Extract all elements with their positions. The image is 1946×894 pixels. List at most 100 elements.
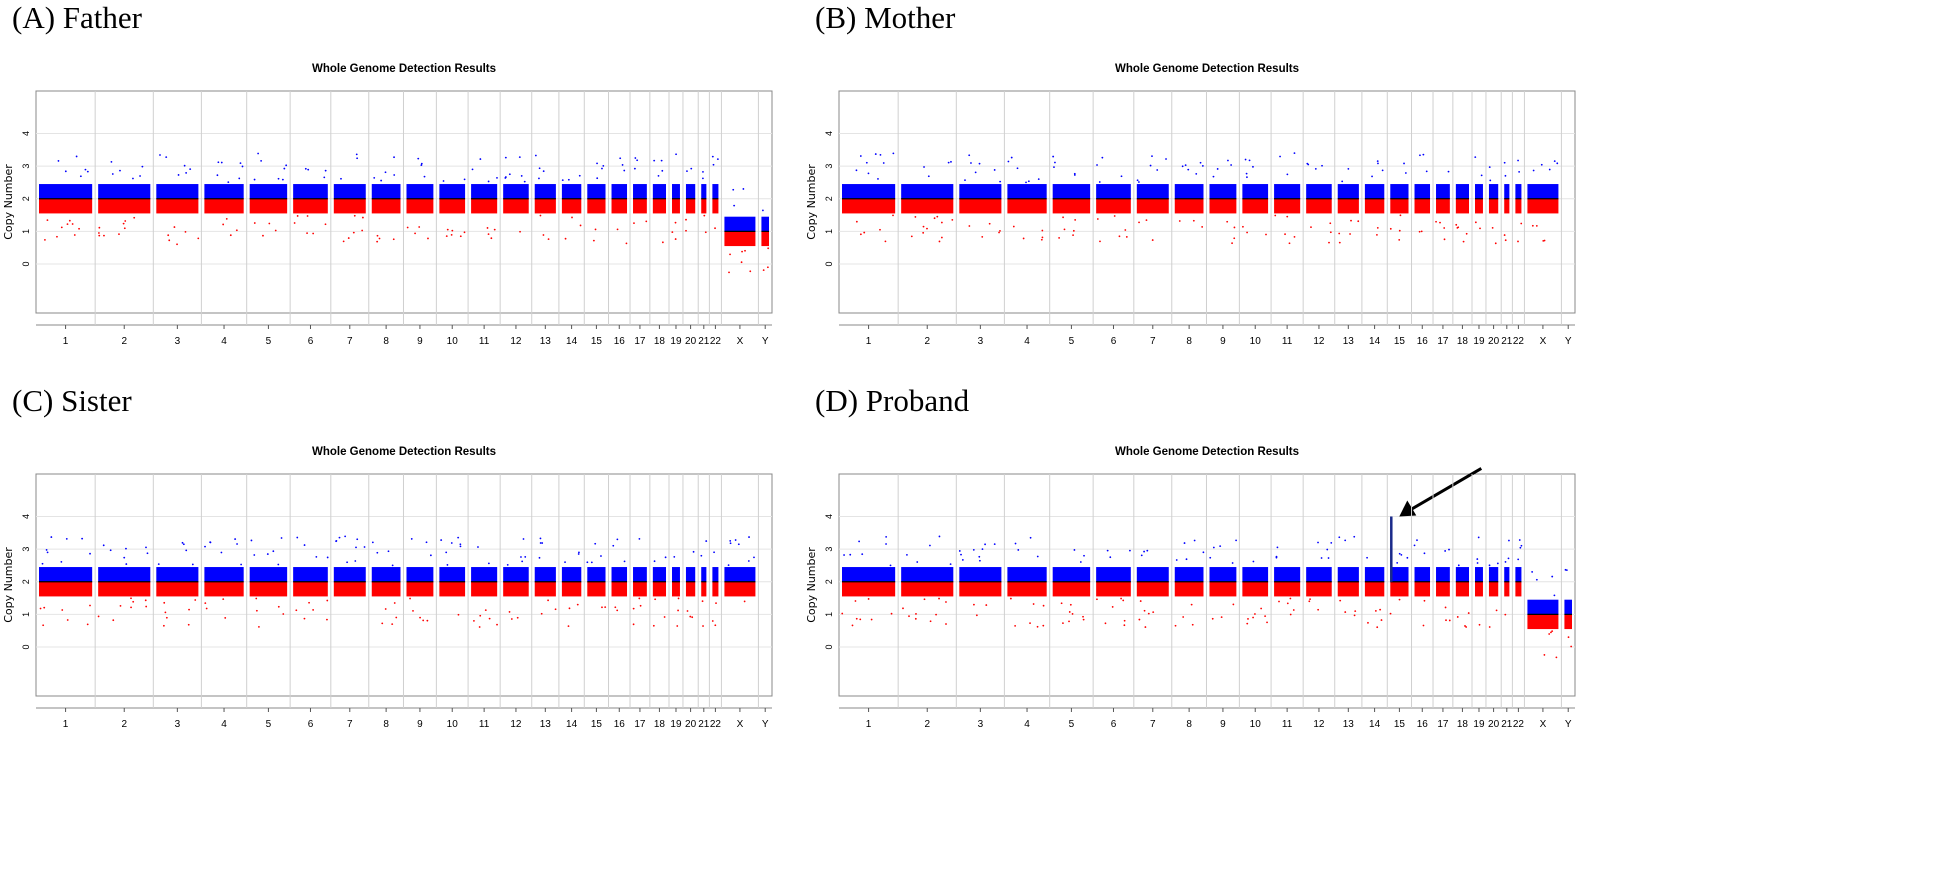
probe-point — [539, 214, 542, 217]
probe-point — [240, 563, 243, 566]
probe-point — [619, 157, 622, 160]
probe-point — [260, 159, 263, 162]
probe-point — [1247, 618, 1249, 620]
loss-probe-band — [1414, 198, 1431, 214]
probe-point — [938, 597, 940, 600]
probe-point — [960, 553, 962, 556]
probe-point — [1096, 598, 1098, 601]
probe-point — [538, 556, 541, 559]
probe-point — [1532, 169, 1535, 172]
probe-point — [216, 174, 219, 177]
probe-point — [1072, 234, 1074, 237]
probe-point — [1042, 604, 1045, 607]
probe-point — [538, 167, 541, 170]
probe-point — [222, 223, 225, 226]
gain-probe-band — [633, 567, 647, 582]
chromosome-15-data — [1389, 516, 1409, 615]
probe-point — [702, 170, 704, 173]
probe-point — [1548, 633, 1551, 635]
probe-point — [1143, 550, 1145, 553]
x-tick-label: 19 — [670, 719, 682, 730]
probe-point — [1146, 549, 1149, 552]
probe-point — [378, 237, 381, 240]
chromosome-6-data — [1096, 156, 1131, 243]
probe-point — [704, 231, 707, 234]
probe-point — [1275, 556, 1278, 559]
x-tick-label: 17 — [634, 719, 646, 730]
chromosome-17-data — [1436, 548, 1451, 622]
gain-probe-band — [333, 567, 366, 582]
probe-point — [1032, 603, 1035, 605]
probe-point — [1178, 220, 1181, 222]
x-tick-label: 17 — [1437, 719, 1449, 730]
probe-point — [1551, 630, 1554, 633]
x-tick-label: 21 — [698, 336, 710, 347]
probe-point — [1082, 618, 1085, 621]
probe-point — [879, 228, 881, 231]
gain-probe-band — [98, 184, 151, 199]
probe-point — [1377, 162, 1379, 165]
loss-probe-band — [1527, 198, 1559, 214]
x-tick-label: 5 — [266, 336, 272, 347]
probe-point — [1380, 619, 1383, 621]
loss-probe-band — [1436, 198, 1450, 214]
probe-point — [422, 619, 425, 622]
probe-point — [384, 608, 387, 610]
probe-point — [906, 553, 908, 556]
probe-point — [205, 607, 208, 610]
probe-point — [1201, 226, 1204, 228]
loss-probe-band — [1527, 614, 1559, 630]
chromosome-5-data — [1052, 549, 1091, 625]
chart-mother: Whole Genome Detection Results Copy Numbe… — [805, 63, 1576, 347]
probe-point — [940, 221, 943, 224]
gain-probe-band — [534, 567, 556, 582]
loss-probe-band — [371, 198, 401, 214]
probe-point — [1042, 624, 1045, 627]
probe-point — [978, 559, 981, 562]
probe-point — [1344, 611, 1347, 613]
probe-point — [1406, 556, 1409, 559]
probe-point — [1260, 607, 1263, 610]
loss-probe-band — [1274, 581, 1301, 597]
y-axis-label: Copy Number — [2, 547, 15, 623]
loss-probe-band — [901, 581, 954, 597]
panel-label: (D) Proband — [815, 383, 970, 418]
x-tick-label: 8 — [383, 336, 389, 347]
probe-point — [239, 162, 242, 165]
loss-probe-band — [1274, 198, 1301, 214]
annotation-arrow-shaft — [1408, 467, 1483, 512]
probe-point — [767, 247, 770, 250]
probe-point — [1289, 613, 1292, 616]
probe-point — [1036, 555, 1039, 558]
gain-probe-band — [1052, 567, 1091, 582]
probe-point — [185, 549, 188, 552]
probe-point — [674, 238, 677, 240]
probe-point — [1175, 559, 1178, 561]
probe-point — [849, 553, 852, 556]
probe-point — [57, 160, 60, 162]
probe-point — [1195, 172, 1198, 175]
chromosome-19-data — [671, 153, 680, 240]
probe-point — [1479, 227, 1481, 230]
gain-probe-band — [1136, 567, 1169, 582]
x-tick-label: 22 — [1513, 719, 1525, 730]
probe-point — [373, 176, 376, 179]
probe-point — [39, 607, 42, 610]
probe-point — [1276, 546, 1279, 549]
probe-point — [1125, 236, 1128, 238]
probe-point — [493, 228, 496, 231]
loss-probe-band — [701, 198, 707, 214]
probe-point — [1069, 603, 1072, 606]
chromosome-Y-data — [761, 209, 770, 272]
probe-point — [968, 154, 971, 157]
chromosome-9-data — [1209, 159, 1237, 245]
probe-point — [1266, 621, 1268, 624]
loss-probe-band — [249, 581, 288, 597]
probe-point — [446, 564, 449, 566]
gain-probe-band — [1414, 567, 1431, 582]
chart-proband: Whole Genome Detection Results Copy Numbe… — [805, 446, 1576, 730]
probe-point — [371, 541, 374, 544]
probe-point — [266, 553, 269, 555]
loss-probe-band — [1515, 198, 1522, 214]
probe-point — [547, 238, 550, 241]
